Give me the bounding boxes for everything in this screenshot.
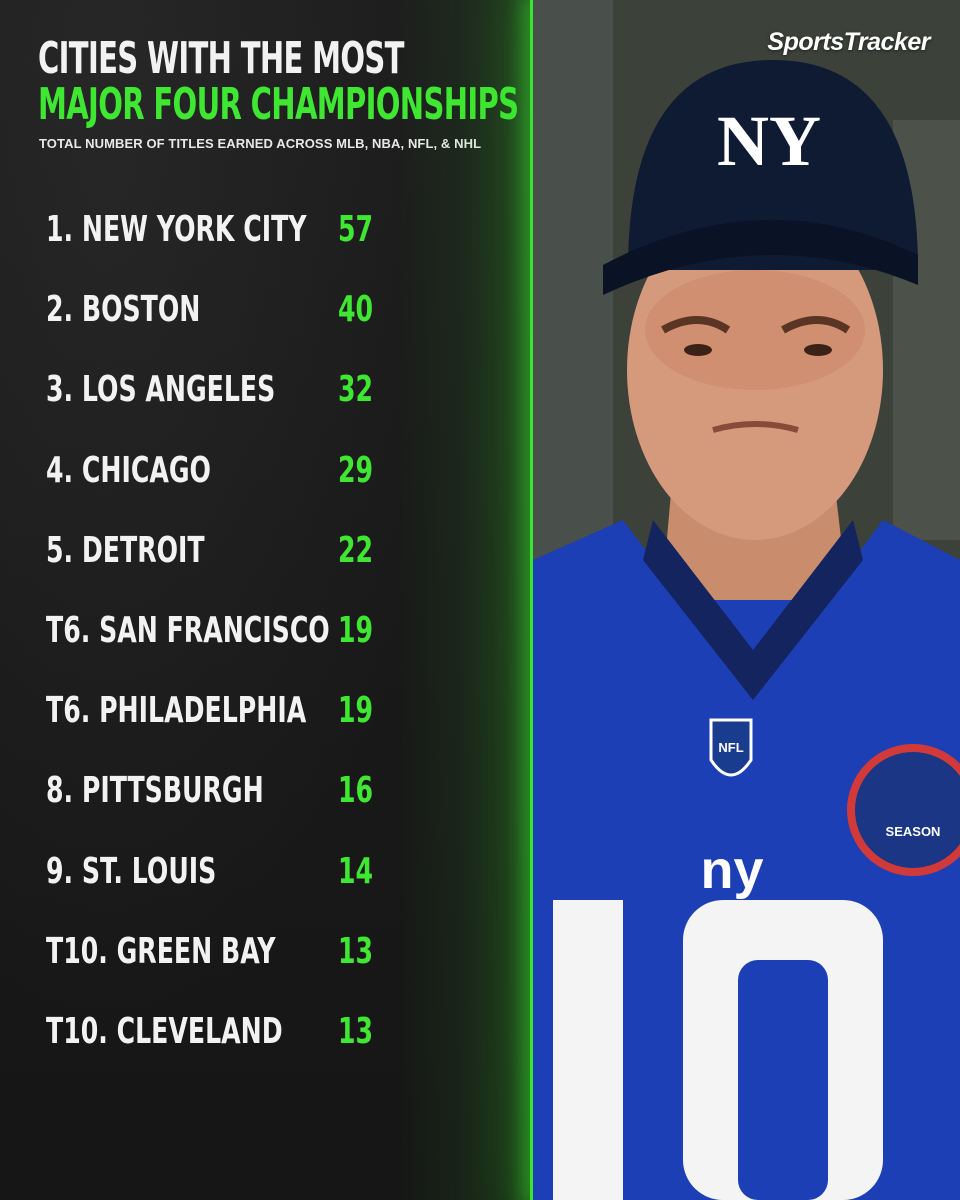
ranking-city: T6. SAN FRANCISCO [46, 610, 330, 651]
nfl-shield [709, 718, 753, 777]
ranking-titles: 29 [338, 449, 374, 491]
subtitle: TOTAL NUMBER OF TITLES EARNED ACROSS MLB… [39, 136, 482, 151]
ranking-city: 5. DETROIT [46, 529, 205, 571]
divider-glow [400, 0, 535, 1200]
rankings-list: 1. NEW YORK CITY 57 2. BOSTON 40 3. LOS ANGE… [46, 206, 386, 1058]
ranking-city: 8. PITTSBURGH [46, 770, 264, 812]
ranking-titles: 19 [338, 610, 374, 651]
ranking-row: 4. CHICAGO 29 [46, 447, 386, 497]
ranking-row: T10. GREEN BAY 13 [46, 928, 386, 978]
ranking-titles: 22 [338, 529, 374, 571]
ranking-city: T10. GREEN BAY [46, 930, 276, 972]
cap-shape [628, 60, 918, 270]
ranking-row: 5. DETROIT 22 [46, 527, 386, 577]
ranking-city: 3. LOS ANGELES [46, 369, 276, 411]
brand-logo: SportsTracker [767, 28, 930, 56]
patch-text: SEASON [886, 824, 941, 839]
ranking-titles: 13 [338, 1011, 374, 1052]
nfl-badge-text: NFL [718, 740, 743, 755]
green-divider [530, 0, 533, 1200]
cap-logo-text: NY [717, 101, 821, 181]
ranking-row: 1. NEW YORK CITY 57 [46, 206, 386, 256]
ranking-row: T10. CLEVELAND 13 [46, 1008, 386, 1058]
ranking-titles: 40 [338, 289, 374, 331]
ranking-row: 8. PITTSBURGH 16 [46, 767, 386, 817]
ranking-titles: 19 [338, 690, 374, 732]
ranking-city: 2. BOSTON [46, 289, 201, 331]
anniversary-patch [847, 744, 960, 876]
player-illustration: NY ny NFL SEASON 10 [533, 0, 960, 1200]
left-panel: CITIES WITH THE MOST MAJOR FOUR CHAMPION… [0, 0, 530, 1200]
ranking-row: T6. SAN FRANCISCO 19 [46, 607, 386, 657]
player-photo: NY ny NFL SEASON 10 SportsTracker [533, 0, 960, 1200]
title-line-1: CITIES WITH THE MOST [38, 33, 404, 84]
ranking-row: 2. BOSTON 40 [46, 286, 386, 336]
title-line-2: MAJOR FOUR CHAMPIONSHIPS [38, 79, 519, 130]
ranking-city: 9. ST. LOUIS [46, 850, 217, 892]
jersey-logo-text: ny [700, 840, 763, 900]
ranking-titles: 13 [338, 930, 374, 972]
ranking-city: 1. NEW YORK CITY [46, 209, 307, 250]
ranking-city: T6. PHILADELPHIA [46, 690, 307, 732]
ranking-titles: 14 [338, 850, 374, 892]
page-title: CITIES WITH THE MOST MAJOR FOUR CHAMPION… [38, 33, 519, 130]
ranking-row: 9. ST. LOUIS 14 [46, 848, 386, 898]
ranking-titles: 57 [338, 209, 374, 250]
ranking-row: T6. PHILADELPHIA 19 [46, 687, 386, 737]
ranking-titles: 32 [338, 369, 374, 411]
ranking-titles: 16 [338, 770, 374, 812]
ranking-city: 4. CHICAGO [46, 449, 211, 491]
ranking-row: 3. LOS ANGELES 32 [46, 366, 386, 416]
ranking-city: T10. CLEVELAND [46, 1011, 283, 1052]
